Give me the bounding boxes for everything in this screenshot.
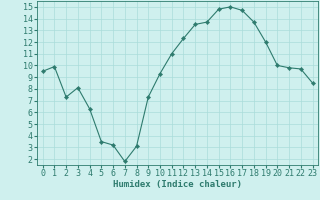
X-axis label: Humidex (Indice chaleur): Humidex (Indice chaleur) xyxy=(113,180,242,189)
